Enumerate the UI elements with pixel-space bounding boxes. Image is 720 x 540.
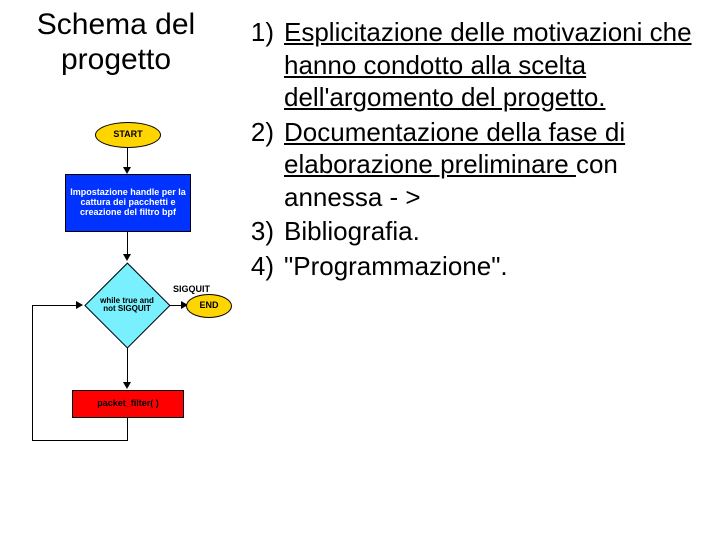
arrowhead-icon: [123, 167, 131, 174]
flow-node-start: START: [95, 122, 161, 148]
flow-node-end-label: END: [199, 301, 218, 311]
flow-node-end: END: [186, 294, 232, 318]
flow-edge: [127, 418, 128, 440]
slide-title: Schema del progetto: [6, 8, 226, 77]
flow-edge: [127, 348, 128, 384]
list-item: 1) Esplicitazione delle motivazioni che …: [240, 16, 716, 114]
flow-edge-label-sigquit: SIGQUIT: [173, 284, 210, 294]
list-item-text: Documentazione della fase di elaborazion…: [284, 116, 716, 214]
flow-node-start-label: START: [113, 130, 142, 140]
list-item: 4) "Programmazione".: [240, 250, 716, 283]
flow-node-setup: Impostazione handle per la cattura dei p…: [65, 174, 191, 232]
flow-node-filter: packet_filter( ): [72, 390, 184, 418]
flow-edge: [32, 305, 78, 306]
list-item-number: 1): [240, 16, 284, 114]
flow-edge: [32, 305, 33, 441]
flow-node-setup-label: Impostazione handle per la cattura dei p…: [68, 188, 188, 218]
list-item-number: 4): [240, 250, 284, 283]
flow-node-loop: while true and not SIGQUIT: [84, 262, 170, 348]
list-item: 3) Bibliografia.: [240, 215, 716, 248]
flow-edge: [32, 440, 128, 441]
flow-edge: [127, 232, 128, 256]
content-list: 1) Esplicitazione delle motivazioni che …: [240, 16, 716, 284]
flow-node-loop-label: while true and not SIGQUIT: [97, 297, 157, 314]
arrowhead-icon: [123, 382, 131, 389]
flow-node-filter-label: packet_filter( ): [97, 399, 159, 409]
list-item: 2) Documentazione della fase di elaboraz…: [240, 116, 716, 214]
list-item-text: Bibliografia.: [284, 215, 716, 248]
flow-edge: [127, 148, 128, 168]
list-item-number: 2): [240, 116, 284, 214]
flowchart: START Impostazione handle per la cattura…: [10, 110, 230, 530]
arrowhead-icon: [76, 301, 83, 309]
arrowhead-icon: [123, 254, 131, 261]
list-item-number: 3): [240, 215, 284, 248]
list-item-text: Esplicitazione delle motivazioni che han…: [284, 16, 716, 114]
list-item-text: "Programmazione".: [284, 250, 716, 283]
